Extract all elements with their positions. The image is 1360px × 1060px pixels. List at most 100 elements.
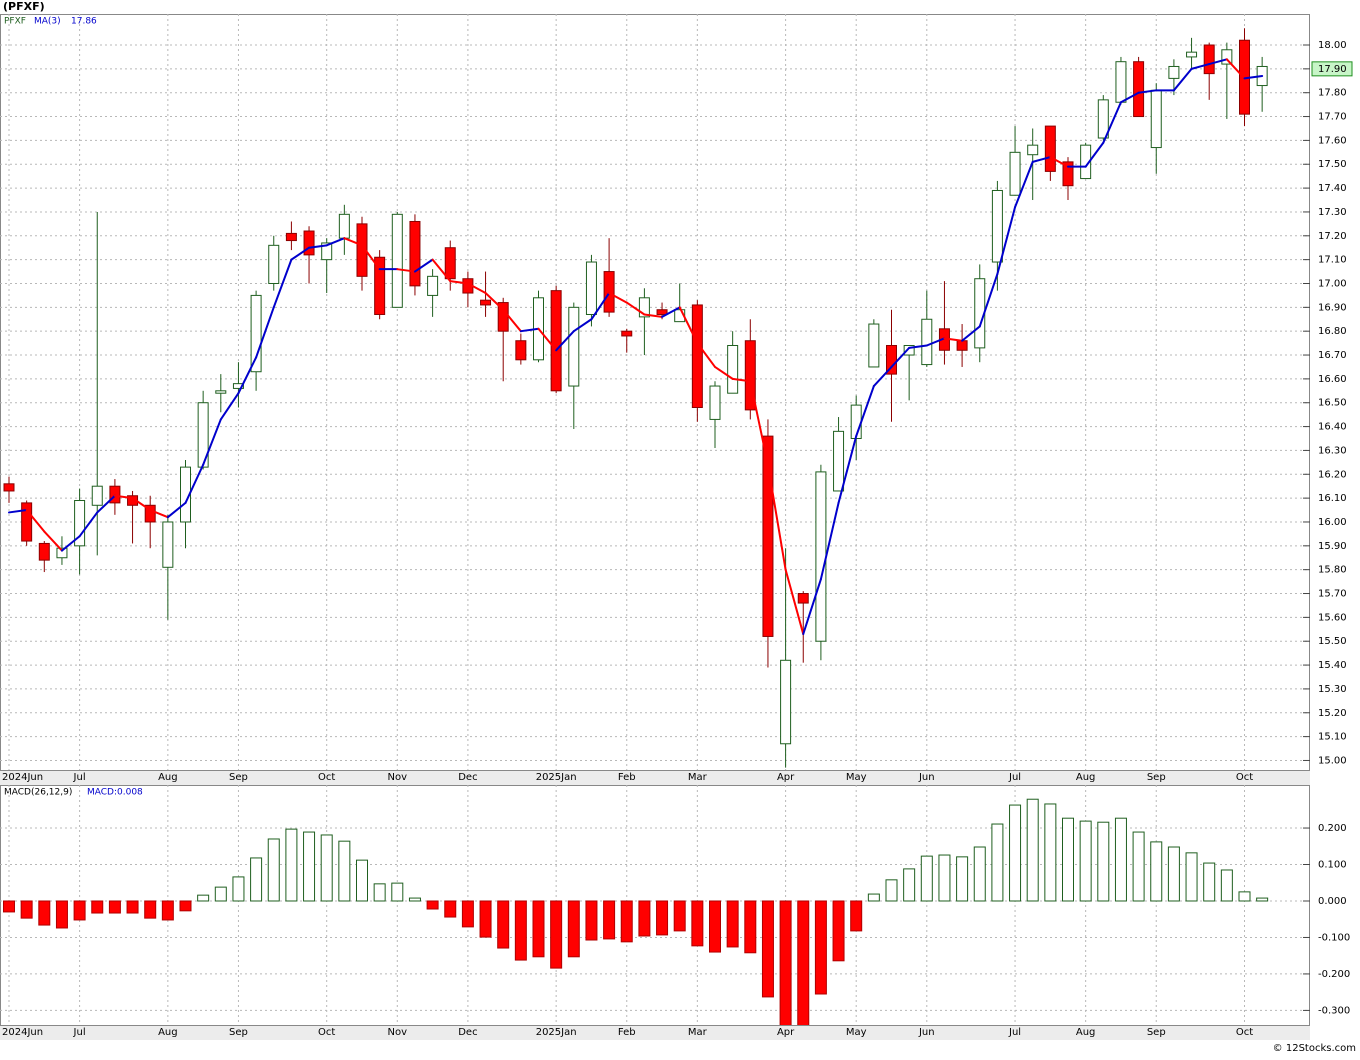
macd-bar [1097, 821, 1110, 902]
x-tick-label: Aug [158, 772, 178, 783]
y-tick-label: 15.30 [1318, 684, 1347, 695]
macd-bar [161, 900, 174, 921]
ma-line [819, 501, 840, 581]
macd-bar [126, 900, 139, 914]
ma-line [608, 292, 628, 304]
y-tick-label: 17.80 [1318, 88, 1347, 99]
y-tick-label: 16.20 [1318, 469, 1347, 480]
ma-line [731, 377, 752, 383]
candle-body [1168, 65, 1180, 79]
candle-body [3, 483, 15, 492]
x-tick-label: May [846, 1027, 867, 1038]
macd-bar [673, 900, 686, 932]
macd-bar [797, 900, 810, 1025]
x-tick-label: Dec [458, 1027, 477, 1038]
y-tick-label: 15.00 [1318, 755, 1347, 766]
y-tick-label: 15.10 [1318, 732, 1347, 743]
macd-bar [303, 831, 316, 902]
candle-body [374, 256, 386, 315]
candle-body [709, 385, 721, 420]
ma-line [1190, 63, 1211, 70]
x-tick-label: Jul [73, 1027, 86, 1038]
candle-body [762, 435, 774, 637]
x-tick-label: Aug [158, 1027, 178, 1038]
candle-body [603, 271, 615, 313]
candle-body [144, 504, 156, 523]
macd-bar [814, 900, 827, 995]
macd-bar [1220, 869, 1233, 902]
macd-bar [1256, 897, 1269, 902]
candle-body [180, 466, 191, 523]
candle-body [215, 390, 227, 394]
ma-line [131, 497, 152, 512]
last-price-box [1311, 61, 1353, 77]
candle-body [515, 340, 527, 361]
macd-bar [567, 900, 580, 958]
x-tick-label: Oct [1236, 1027, 1253, 1038]
macd-bar [1185, 852, 1198, 902]
candle-body [638, 297, 650, 318]
candle-body [886, 344, 897, 375]
macd-bar [744, 900, 757, 954]
macd-bar [267, 838, 280, 902]
ma-line [714, 365, 734, 380]
y-tick-label: 16.90 [1318, 302, 1347, 313]
x-tick-label: Nov [388, 1027, 408, 1038]
y-tick-label: 16.40 [1318, 422, 1347, 433]
macd-bar [938, 854, 951, 902]
chart-title: (PFXF) [3, 0, 45, 13]
ma-line [78, 511, 99, 538]
main-plot [0, 14, 1310, 770]
macd-bar [956, 856, 969, 902]
x-tick-label: Dec [458, 772, 477, 783]
x-tick-label: Jul [73, 772, 86, 783]
macd-bar [709, 900, 721, 953]
ma-line [784, 568, 805, 636]
macd-frame [0, 785, 1310, 1026]
y-tick-label: 17.20 [1318, 231, 1347, 242]
y-tick-label: 16.00 [1318, 517, 1347, 528]
macd-bar [991, 823, 1004, 902]
ma-line [60, 535, 81, 552]
legend-ma-value: 17.86 [71, 17, 97, 27]
x-tick-label: Feb [618, 1027, 636, 1038]
x-tick-label: Oct [318, 772, 335, 783]
ma-line [449, 280, 469, 285]
ma-line [855, 385, 875, 438]
y-tick-label: 15.70 [1318, 589, 1347, 600]
macd-bar [1009, 804, 1022, 902]
candle-body [303, 230, 315, 256]
ma-line [255, 306, 275, 359]
ma-line [925, 337, 946, 347]
ma-line [555, 330, 575, 352]
x-axis-strip [0, 1025, 1310, 1040]
candle-body [338, 213, 350, 239]
candle-body [480, 299, 492, 306]
ma-line [1137, 89, 1158, 94]
ma-line [625, 301, 646, 316]
macd-bar [91, 900, 104, 914]
macd-bar [338, 840, 351, 902]
x-tick-label: Mar [688, 1027, 708, 1038]
x-tick-label: 2024Jun [2, 772, 43, 783]
ma-line [661, 306, 681, 318]
candle-body [956, 340, 968, 351]
macd-bar [179, 900, 192, 912]
y-tick-label: 15.40 [1318, 660, 1347, 671]
ma-line [1172, 67, 1193, 92]
x-tick-label: Jun [918, 1027, 935, 1038]
macd-bar [532, 900, 545, 958]
axes: 15.00 15.10 15.20 15.30 15.40 15.50 15.60 15.70… [2, 40, 1353, 1038]
x-tick-label: Jun [918, 772, 935, 783]
macd-bar [1150, 841, 1163, 902]
macd-bar [1062, 817, 1074, 902]
macd-bar [761, 900, 774, 998]
y-tick-label: 15.60 [1318, 612, 1347, 623]
candle-body [1150, 89, 1162, 149]
macd-bar [920, 855, 933, 902]
ma-line [537, 327, 558, 352]
macd-bar [691, 900, 704, 947]
ma-line [343, 237, 363, 247]
x-tick-label: Nov [388, 772, 408, 783]
candle-body [991, 189, 1003, 263]
